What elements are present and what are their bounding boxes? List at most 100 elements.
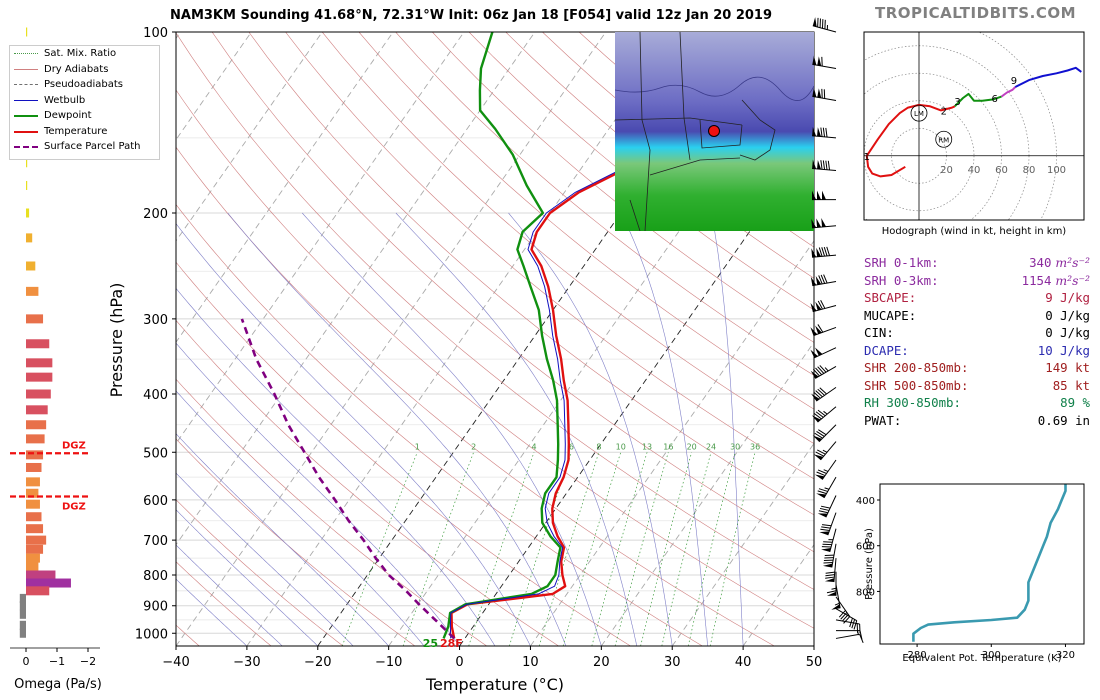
legend-item: Dewpoint: [10, 108, 159, 124]
isotherm: [459, 138, 814, 646]
barb-flag: [814, 432, 823, 439]
map-state-line: [639, 32, 651, 231]
dry-adiabat: [432, 32, 814, 343]
profile-surface-parcel-path: [240, 318, 456, 640]
barb-flag: [822, 127, 826, 137]
omega-bar: [26, 578, 71, 588]
storm-motion-marker: [935, 130, 953, 148]
barb-pennant: [812, 87, 817, 98]
inset-map: [615, 32, 814, 231]
parameter-number: 149 kt: [1045, 360, 1090, 375]
y-tick-label: 400: [143, 388, 168, 403]
dry-adiabat: [211, 32, 814, 553]
parameter-number: 10 J/kg: [1037, 342, 1090, 358]
legend-swatch: [14, 84, 38, 85]
parameter-label: RH 300-850mb:: [864, 395, 961, 410]
legend-label: Dewpoint: [44, 110, 92, 121]
barb-flag: [816, 449, 826, 455]
wind-barb: [817, 495, 837, 518]
barb-pennant: [815, 301, 822, 311]
omega-x-tick-label: −2: [80, 655, 96, 668]
mixing-ratio-label: 24: [706, 442, 716, 451]
parameter-number: 0 J/kg: [1045, 325, 1090, 340]
barb-pennant: [814, 474, 825, 480]
barb-staff: [835, 619, 860, 625]
mixing-ratio-line: [538, 452, 600, 646]
pseudo-adiabat: [301, 212, 602, 646]
pseudo-adiabat: [227, 212, 567, 646]
x-tick-label: 0: [455, 655, 463, 670]
mixing-ratio-line: [661, 452, 712, 646]
legend-label: Sat. Mix. Ratio: [44, 48, 117, 59]
omega-bar: [26, 372, 53, 382]
pseudo-adiabat: [176, 509, 319, 646]
wind-barb: [814, 459, 837, 480]
dry-adiabat: [176, 32, 814, 590]
barb-staff: [820, 441, 837, 461]
omega-bar: [19, 609, 26, 619]
omega-bar: [26, 562, 39, 572]
wind-barb: [831, 584, 841, 610]
hodograph-ring-label: 80: [1023, 165, 1036, 176]
barb-half-flag: [824, 367, 829, 372]
legend-item: Wetbulb: [10, 93, 159, 109]
barb-pennant: [811, 248, 817, 258]
barb-pennant: [810, 302, 817, 312]
barb-staff: [814, 347, 837, 359]
pseudo-adiabat: [176, 287, 496, 646]
barb-staff: [821, 459, 837, 480]
dry-adiabat: [176, 204, 703, 646]
barb-staff: [835, 633, 860, 639]
barb-flag: [817, 490, 827, 495]
barb-flag: [819, 365, 827, 373]
barb-pennant: [813, 454, 824, 460]
barb-flag: [853, 620, 858, 630]
pseudo-adiabat: [176, 223, 531, 646]
omega-bar: [26, 477, 40, 487]
barb-flag: [815, 411, 824, 418]
barb-staff: [835, 608, 858, 622]
wind-barb: [811, 246, 837, 258]
barb-flag: [825, 160, 828, 170]
barb-flag: [815, 390, 823, 398]
mixing-ratio-label: 30: [730, 442, 740, 451]
mixing-ratio-label: 13: [642, 442, 652, 451]
dry-adiabat: [358, 32, 814, 410]
barb-half-flag: [823, 469, 829, 472]
parameter-value: 1154 m²s⁻²: [1022, 272, 1090, 290]
barb-flag: [812, 368, 820, 377]
omega-panel: DGZ DGZ 0 −1 −2 Omega (Pa/s): [10, 27, 102, 692]
barb-half-flag: [822, 449, 828, 453]
barb-flag: [843, 616, 851, 624]
barb-pennant: [819, 531, 830, 536]
legend-item: Sat. Mix. Ratio: [10, 46, 159, 62]
barb-pennant: [810, 349, 818, 358]
wind-barb: [835, 633, 864, 643]
parameter-value: 85 kt: [1053, 377, 1090, 395]
legend-swatch: [14, 130, 38, 133]
hodograph-height-label: 3: [954, 97, 960, 108]
parameter-unit: m²s⁻²: [1051, 255, 1090, 270]
barb-flag: [817, 366, 825, 374]
barb-pennant: [816, 493, 826, 498]
parameter-number: 0 J/kg: [1045, 307, 1090, 323]
legend-swatch: [14, 99, 38, 101]
mixing-ratio-label: 4: [531, 442, 536, 451]
barb-flag: [819, 507, 830, 511]
parameter-label: MUCAPE:: [864, 307, 917, 323]
pseudo-adiabat: [176, 472, 354, 646]
parameter-label: SHR 200-850mb:: [864, 360, 969, 375]
barb-pennant: [811, 415, 821, 423]
parameter-label: PWAT:: [864, 412, 902, 428]
barb-flag: [813, 412, 822, 420]
barb-staff: [812, 63, 837, 69]
y-axis-label: Pressure (hPa): [107, 283, 126, 398]
isotherm: [176, 32, 607, 646]
omega-bar: [26, 488, 39, 498]
omega-bar: [26, 261, 36, 271]
pseudo-adiabat: [176, 433, 389, 646]
barb-pennant: [817, 56, 822, 66]
hodograph-frame: [863, 31, 1085, 221]
mixing-ratio-label: 1: [415, 442, 420, 451]
surface-temp-f: 28F: [440, 637, 463, 650]
